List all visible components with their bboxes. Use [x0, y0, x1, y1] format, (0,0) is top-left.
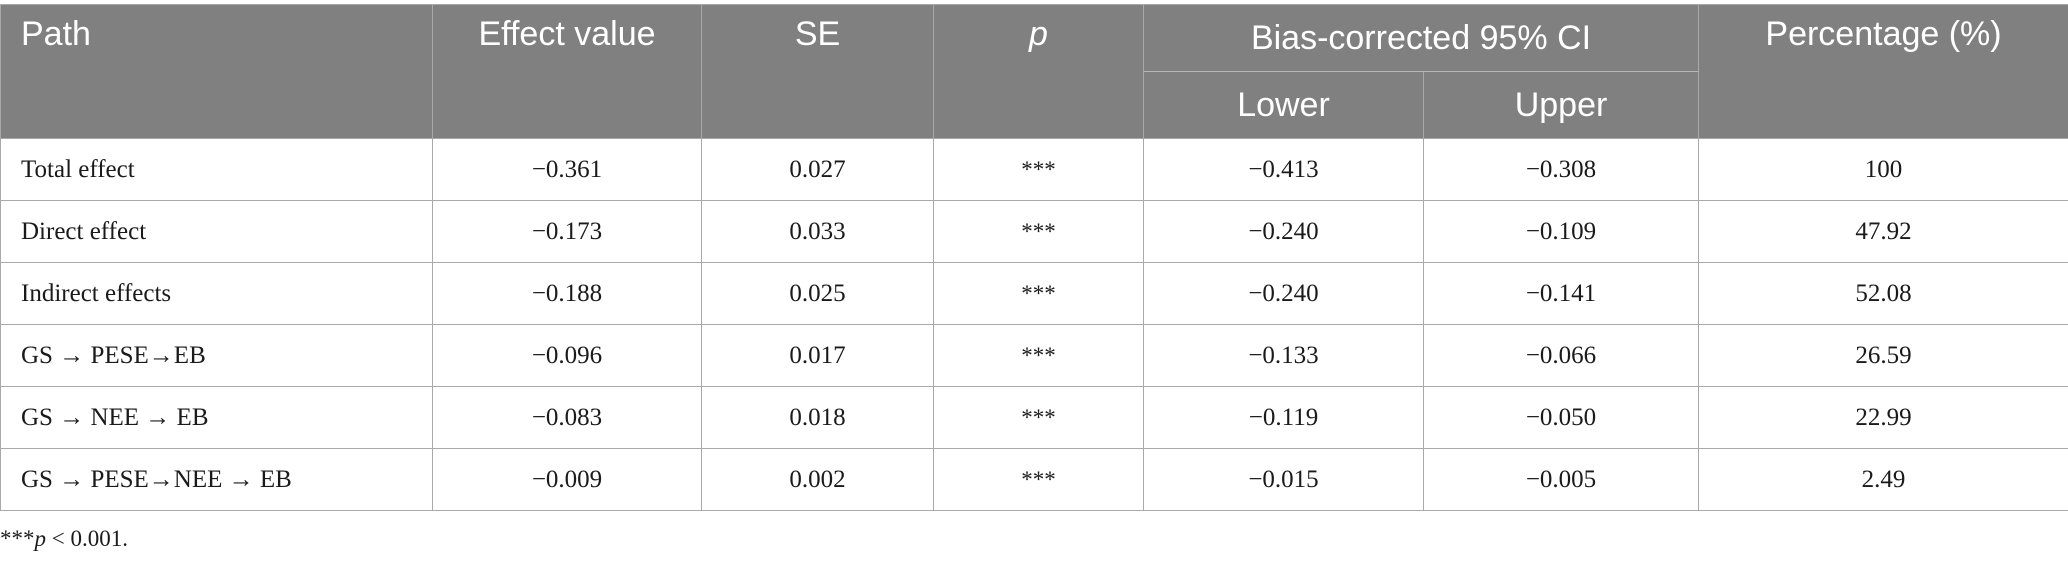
cell-p: ***	[933, 262, 1144, 325]
table-row: GS → PESE→NEE → EB −0.009 0.002 *** −0.015 −0…	[0, 448, 2068, 511]
header-p: p	[933, 4, 1144, 139]
table-row: GS → NEE → EB −0.083 0.018 *** −0.119 −0.050 2…	[0, 386, 2068, 449]
cell-effect-value: −0.188	[432, 262, 702, 325]
header-path: Path	[0, 4, 433, 139]
cell-path: GS → PESE→EB	[0, 324, 433, 387]
mediation-effects-table: Path Effect value SE p Bias-corrected 95…	[0, 4, 2068, 511]
cell-effect-value: −0.096	[432, 324, 702, 387]
cell-p: ***	[933, 386, 1144, 449]
table-header: Path Effect value SE p Bias-corrected 95…	[0, 4, 2068, 139]
header-lower: Lower	[1143, 71, 1424, 139]
cell-p: ***	[933, 324, 1144, 387]
table-row: Direct effect −0.173 0.033 *** −0.240 −0.109 4…	[0, 200, 2068, 263]
cell-ci-lower: −0.133	[1143, 324, 1424, 387]
table-footnote: ***p < 0.001.	[0, 526, 128, 552]
cell-effect-value: −0.009	[432, 448, 702, 511]
cell-ci-upper: −0.308	[1422, 138, 1700, 201]
cell-se: 0.018	[701, 386, 934, 449]
cell-se: 0.027	[701, 138, 934, 201]
cell-ci-lower: −0.240	[1143, 200, 1424, 263]
cell-ci-upper: −0.109	[1422, 200, 1700, 263]
cell-se: 0.025	[701, 262, 934, 325]
cell-se: 0.017	[701, 324, 934, 387]
cell-percentage: 2.49	[1698, 448, 2068, 511]
table-row: Total effect −0.361 0.027 *** −0.413 −0.308 10…	[0, 138, 2068, 201]
header-effect-value: Effect value	[432, 4, 702, 139]
cell-ci-upper: −0.066	[1422, 324, 1700, 387]
cell-se: 0.033	[701, 200, 934, 263]
cell-ci-lower: −0.413	[1143, 138, 1424, 201]
cell-percentage: 26.59	[1698, 324, 2068, 387]
cell-percentage: 52.08	[1698, 262, 2068, 325]
table-row: Indirect effects −0.188 0.025 *** −0.240 −0.1…	[0, 262, 2068, 325]
cell-effect-value: −0.361	[432, 138, 702, 201]
table-body: Total effect −0.361 0.027 *** −0.413 −0.308 10…	[0, 138, 2068, 511]
cell-p: ***	[933, 200, 1144, 263]
cell-ci-lower: −0.015	[1143, 448, 1424, 511]
cell-ci-upper: −0.005	[1422, 448, 1700, 511]
cell-path: Indirect effects	[0, 262, 433, 325]
header-upper: Upper	[1422, 71, 1700, 139]
footnote-p: p	[34, 526, 47, 551]
cell-p: ***	[933, 448, 1144, 511]
cell-ci-upper: −0.050	[1422, 386, 1700, 449]
cell-p: ***	[933, 138, 1144, 201]
cell-percentage: 22.99	[1698, 386, 2068, 449]
cell-effect-value: −0.083	[432, 386, 702, 449]
cell-ci-lower: −0.240	[1143, 262, 1424, 325]
cell-ci-lower: −0.119	[1143, 386, 1424, 449]
table-row: GS → PESE→EB −0.096 0.017 *** −0.133 −0.066 26…	[0, 324, 2068, 387]
cell-path: GS → PESE→NEE → EB	[0, 448, 433, 511]
cell-path: Direct effect	[0, 200, 433, 263]
cell-path: Total effect	[0, 138, 433, 201]
cell-path: GS → NEE → EB	[0, 386, 433, 449]
header-ci-group: Bias-corrected 95% CI	[1142, 4, 1700, 72]
cell-effect-value: −0.173	[432, 200, 702, 263]
cell-se: 0.002	[701, 448, 934, 511]
header-percentage: Percentage (%)	[1698, 4, 2068, 139]
cell-ci-upper: −0.141	[1422, 262, 1700, 325]
cell-percentage: 47.92	[1698, 200, 2068, 263]
header-se: SE	[701, 4, 934, 139]
results-table-container: Path Effect value SE p Bias-corrected 95…	[0, 4, 2068, 511]
cell-percentage: 100	[1698, 138, 2068, 201]
footnote-text: < 0.001.	[46, 526, 128, 551]
footnote-stars: ***	[0, 526, 35, 551]
